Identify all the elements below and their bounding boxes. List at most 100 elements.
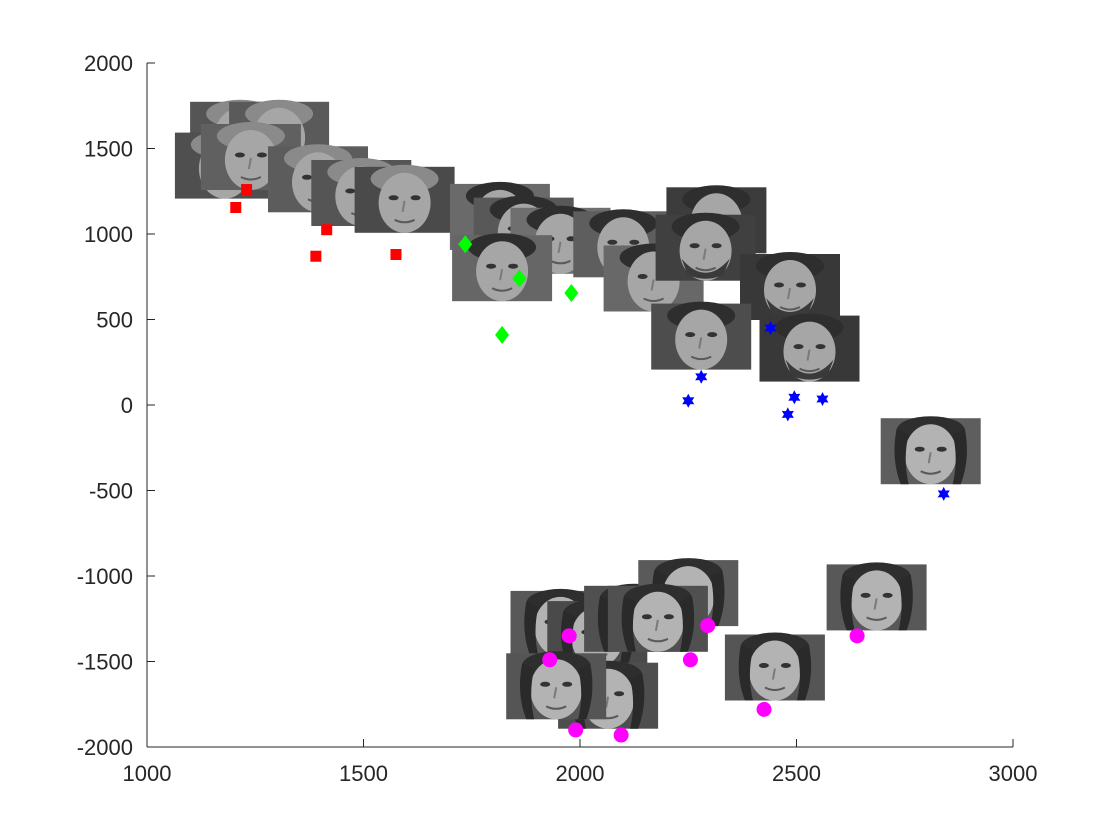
- long-hair-left: [840, 574, 855, 631]
- mouth: [799, 367, 820, 373]
- nose: [873, 598, 878, 610]
- nose: [401, 200, 406, 212]
- mouth: [920, 470, 942, 475]
- mouth: [550, 259, 571, 265]
- nose: [650, 279, 655, 291]
- beard: [766, 298, 814, 318]
- square-marker: [241, 184, 253, 196]
- x-tick-label: 2500: [772, 761, 821, 786]
- right-eye: [629, 239, 640, 245]
- right-eye: [614, 691, 625, 697]
- x-tick-label: 3000: [989, 761, 1038, 786]
- long-hair-right: [578, 663, 593, 720]
- nose: [654, 619, 659, 631]
- left-eye: [540, 681, 551, 687]
- circle-marker: [613, 727, 629, 743]
- long-hair-right: [796, 644, 812, 701]
- face-thumbnails-layer: [174, 99, 981, 729]
- right-eye: [882, 592, 893, 598]
- square-marker: [321, 224, 333, 236]
- long-hair-right: [952, 428, 967, 485]
- left-eye: [689, 243, 700, 249]
- right-eye: [410, 195, 421, 201]
- right-eye: [815, 344, 826, 350]
- axes: 1000 1500 2000 2500 3000 2000 1500 1000 500 0 -500…: [77, 51, 1038, 786]
- right-eye: [663, 614, 674, 620]
- mouth: [690, 355, 712, 361]
- long-hair-right: [679, 595, 695, 652]
- long-hair-right: [630, 672, 645, 729]
- long-hair-left: [621, 595, 636, 652]
- y-tick-label: 0: [121, 393, 133, 418]
- long-hair-left: [524, 600, 539, 657]
- long-hair-right: [710, 570, 725, 627]
- mouth: [764, 686, 786, 691]
- x-tick-label: 2000: [556, 761, 605, 786]
- mouth: [394, 218, 416, 224]
- long-hair-left: [894, 428, 909, 485]
- circle-marker: [756, 701, 772, 717]
- circle-marker: [568, 722, 584, 738]
- nose: [499, 269, 504, 281]
- beard: [785, 359, 834, 380]
- circle-marker: [849, 628, 865, 644]
- left-eye: [345, 188, 356, 194]
- mouth: [643, 297, 665, 302]
- right-eye: [936, 446, 947, 452]
- hexagram-marker: [695, 369, 708, 384]
- y-tick-label: -500: [89, 479, 133, 504]
- hexagram-marker: [764, 321, 777, 335]
- long-hair-left: [738, 644, 753, 701]
- face-thumbnail: [724, 632, 825, 701]
- mouth: [866, 616, 888, 621]
- mouth: [491, 287, 513, 292]
- hexagram-marker: [781, 407, 794, 422]
- long-hair-left: [519, 663, 535, 720]
- hexagram-marker: [682, 393, 695, 408]
- left-eye: [685, 332, 696, 338]
- diamond-marker: [495, 325, 510, 344]
- right-eye: [780, 663, 791, 668]
- left-eye: [388, 195, 399, 201]
- circle-marker: [561, 628, 577, 644]
- long-hair-right: [898, 574, 913, 631]
- mouth: [779, 306, 801, 311]
- y-tick-label: -1500: [77, 650, 133, 675]
- y-tick-label: 500: [96, 308, 133, 333]
- left-eye: [234, 152, 245, 158]
- square-marker: [230, 201, 242, 213]
- right-eye: [796, 282, 806, 288]
- mouth: [695, 266, 717, 272]
- face-thumbnail: [655, 212, 756, 281]
- right-eye: [562, 681, 573, 687]
- markers-layer: [230, 184, 950, 743]
- y-tick-label: 1000: [84, 222, 133, 247]
- left-eye: [860, 592, 871, 598]
- x-tick-label: 1000: [123, 761, 172, 786]
- right-eye: [508, 263, 519, 269]
- y-tick-label: -2000: [77, 735, 133, 760]
- nose: [927, 452, 932, 464]
- y-tick-label: 2000: [84, 51, 133, 76]
- beard: [681, 258, 730, 279]
- right-eye: [256, 152, 267, 158]
- y-tick-label: -1000: [77, 564, 133, 589]
- left-eye: [774, 282, 784, 288]
- nose: [771, 668, 776, 680]
- left-eye: [758, 663, 769, 668]
- square-marker: [390, 249, 402, 261]
- right-eye: [711, 243, 722, 249]
- circle-marker: [682, 652, 698, 668]
- face-thumbnail: [607, 583, 708, 652]
- hexagram-marker: [816, 392, 829, 406]
- face-thumbnail: [354, 164, 455, 233]
- mouth: [545, 705, 567, 710]
- left-eye: [486, 263, 497, 269]
- nose: [247, 157, 252, 170]
- diamond-marker: [458, 235, 473, 254]
- circle-marker: [542, 652, 558, 668]
- mouth: [240, 176, 262, 181]
- face-thumbnail: [759, 313, 860, 382]
- diamond-marker: [512, 269, 527, 288]
